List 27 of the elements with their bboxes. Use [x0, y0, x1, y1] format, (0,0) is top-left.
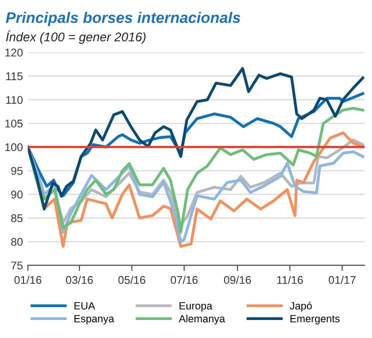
y-tick-label: 105 [5, 120, 23, 128]
legend-label: Japó [290, 302, 312, 312]
y-tick-label: 100 [5, 143, 23, 152]
legend-label: Espanya [74, 315, 114, 324]
x-tick-label: 11/16 [277, 276, 303, 284]
y-tick-label: 110 [6, 96, 23, 104]
x-tick-label: 07/16 [170, 276, 198, 284]
x-tick-label: 03/16 [66, 276, 93, 284]
y-tick-label: 80 [11, 238, 23, 246]
line-series [28, 106, 364, 234]
chart-subtitle: Índex (100 = gener 2016) [6, 30, 146, 44]
legend-label: EUA [74, 302, 96, 310]
y-tick-label: 115 [6, 72, 23, 80]
y-tick-label: 85 [11, 214, 23, 222]
x-tick-label: 05/16 [118, 276, 146, 284]
y-tick-label: 95 [11, 166, 23, 175]
x-tick-label: 09/16 [224, 276, 251, 284]
line-series [28, 67, 364, 210]
legend-label: Alemanya [178, 314, 226, 324]
chart-title: Principals borses internacionals [6, 12, 240, 26]
y-tick-label: 75 [11, 262, 23, 270]
legend-label: Europa [180, 302, 212, 312]
x-tick-label: 01/16 [14, 276, 42, 284]
x-tick-label: 01/17 [328, 276, 356, 284]
y-tick-label: 90 [11, 190, 23, 198]
y-tick-label: 120 [5, 48, 23, 57]
legend-label: Emergents [290, 315, 340, 324]
